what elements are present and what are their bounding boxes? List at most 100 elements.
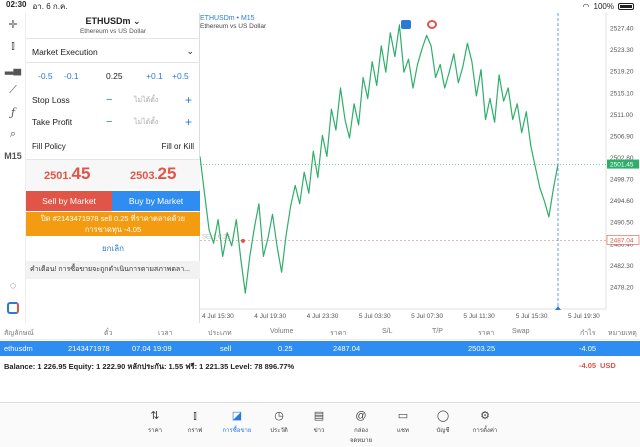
tab-trade[interactable]: ◪ การซื้อขาย — [220, 409, 254, 435]
symbol-header[interactable]: ETHUSDm ⌄ Ethereum vs US Dollar — [26, 13, 200, 39]
tab-history[interactable]: ◷ ประวัติ — [262, 409, 296, 435]
chevron-down-icon: ⌄ — [186, 46, 194, 56]
y-tick-label: 2523.30 — [610, 47, 634, 54]
chat-bubble-icon: ▭ — [397, 410, 409, 422]
stop-loss-input[interactable]: ไม่ได้ตั้ง — [134, 96, 159, 104]
col-sl[interactable]: S/L — [382, 328, 393, 335]
cancel-button[interactable]: ยกเลิก — [101, 244, 124, 253]
col-profit[interactable]: กำไร — [580, 330, 596, 337]
row-time: 07.04 19:09 — [132, 344, 172, 353]
volume-minus-05-button[interactable]: -0.5 — [38, 71, 53, 81]
tab-mailbox[interactable]: @ กล่องจดหมาย — [344, 409, 378, 445]
positions-table-header: สัญลักษณ์ ตั๋ว เวลา ประเภท Volume ราคา S… — [0, 324, 640, 340]
status-bar: 02:30 อา. 6 ก.ค. ◠ 100% — [0, 0, 640, 13]
tab-news[interactable]: ▤ ข่าว — [302, 409, 336, 435]
y-tick-label: 2490.50 — [610, 220, 634, 227]
bid-price-tag-text: 2501.45 — [610, 162, 634, 169]
mail-icon: @ — [355, 410, 367, 422]
wifi-icon: ◠ — [582, 2, 590, 11]
volume-plus-05-button[interactable]: +0.5 — [172, 71, 189, 81]
trendline-icon[interactable]: ⟋ — [9, 83, 17, 96]
tab-chat[interactable]: ▭ แชท — [386, 409, 420, 435]
price-series-line — [200, 24, 559, 294]
app-logo-icon[interactable] — [4, 299, 22, 317]
close-position-button[interactable]: ปิด #2143471978 sell 0.25 ที่ราคาตลาดด้ว… — [26, 212, 200, 236]
take-profit-plus-button[interactable]: + — [184, 115, 192, 129]
bid-price: 2501.45 — [44, 164, 91, 183]
sell-by-market-button[interactable]: Sell by Market — [26, 191, 112, 211]
stop-loss-row: Stop Loss − ไม่ได้ตั้ง + — [26, 91, 200, 109]
col-price[interactable]: ราคา — [330, 330, 347, 337]
close-position-line2: การขาดทุน -4.05 — [84, 225, 142, 234]
battery-icon — [618, 3, 634, 10]
tab-settings[interactable]: ⚙ การตั้งค่า — [468, 409, 502, 435]
buy-by-market-button[interactable]: Buy by Market — [112, 191, 200, 211]
row-profit: -4.05 — [579, 344, 597, 353]
volume-plus-01-button[interactable]: +0.1 — [146, 71, 163, 81]
chart-title: ETHUSDm • M15 — [200, 15, 255, 22]
x-tick-label: 5 Jul 11:30 — [463, 313, 495, 320]
stop-loss-minus-button[interactable]: − — [106, 94, 113, 106]
tab-chart[interactable]: ⫾ กราฟ — [178, 409, 212, 435]
history-icon: ◷ — [274, 410, 284, 422]
fill-policy-row[interactable]: Fill Policy Fill or Kill — [26, 137, 200, 155]
y-tick-label: 2519.20 — [610, 69, 634, 76]
col-current[interactable]: ราคา — [478, 330, 495, 337]
symbol-description: Ethereum vs US Dollar — [79, 28, 147, 35]
trade-icon: ◪ — [231, 410, 243, 422]
take-profit-row: Take Profit − ไม่ได้ตั้ง + — [26, 113, 200, 131]
function-icon[interactable]: ƒ — [10, 105, 16, 119]
col-volume[interactable]: Volume — [270, 328, 294, 335]
take-profit-input[interactable]: ไม่ได้ตั้ง — [134, 118, 159, 126]
chevron-down-icon: ⌄ — [132, 16, 141, 26]
time-cursor-marker — [555, 306, 561, 310]
take-profit-minus-button[interactable]: − — [106, 116, 113, 128]
x-tick-label: 5 Jul 07:30 — [411, 313, 443, 320]
price-chart[interactable]: 2527.40 2523.30 2519.20 2515.10 2511.00 2506.… — [200, 13, 640, 323]
indicator-badge-icon[interactable] — [427, 20, 437, 29]
account-icon: ◯ — [436, 410, 450, 422]
tab-account[interactable]: ◯ บัญชี — [426, 409, 460, 435]
x-tick-label: 5 Jul 19:30 — [568, 313, 600, 320]
col-comment[interactable]: หมายเหตุ — [608, 330, 637, 337]
col-ticket[interactable]: ตั๋ว — [104, 330, 113, 337]
bottom-tab-bar: ⇅ ราคา ⫾ กราฟ ◪ การซื้อขาย ◷ ประวัติ ▤ ข่าว @… — [0, 402, 640, 447]
symbol-name: ETHUSDm — [85, 16, 131, 26]
col-symbol[interactable]: สัญลักษณ์ — [4, 330, 34, 337]
timeframe-button[interactable]: M15 — [4, 151, 22, 161]
col-tp[interactable]: T/P — [432, 328, 443, 335]
fill-policy-label: Fill Policy — [32, 141, 66, 151]
currency-label: USD — [600, 361, 616, 370]
indicators-icon[interactable]: ▂▄ — [4, 62, 22, 75]
candles-icon[interactable]: ⫾ — [11, 39, 15, 52]
col-swap[interactable]: Swap — [512, 328, 530, 335]
quotes-icon: ⇅ — [150, 410, 160, 422]
status-time: 02:30 — [6, 0, 27, 9]
crosshair-icon[interactable]: ✛ — [8, 18, 18, 31]
x-tick-label: 4 Jul 15:30 — [202, 313, 234, 320]
col-time[interactable]: เวลา — [158, 330, 173, 337]
order-panel: ETHUSDm ⌄ Ethereum vs US Dollar Market E… — [26, 13, 200, 323]
tab-quotes[interactable]: ⇅ ราคา — [138, 409, 172, 435]
signal-badge-icon[interactable] — [401, 20, 411, 29]
y-tick-label: 2482.30 — [610, 263, 634, 270]
bid-price-tag — [607, 159, 639, 169]
sell-line-label: SELL 0.25 — [202, 234, 230, 240]
chat-icon[interactable]: ◌ — [9, 280, 17, 292]
total-profit: -4.05 — [579, 361, 597, 370]
table-row[interactable]: ethusdm 2143471978 07.04 19:09 sell 0.25… — [0, 341, 640, 356]
sell-price-tag-text: 2487.04 — [610, 237, 634, 244]
price-box: 2501.45 2503.25 — [26, 159, 200, 189]
col-type[interactable]: ประเภท — [208, 330, 232, 337]
chart-area[interactable]: 2527.40 2523.30 2519.20 2515.10 2511.00 2506.… — [200, 13, 640, 323]
y-tick-label: 2498.70 — [610, 177, 634, 184]
execution-mode-select[interactable]: Market Execution ⌄ — [26, 41, 200, 63]
ask-price: 2503.25 — [130, 164, 177, 183]
gear-icon: ⚙ — [480, 410, 490, 422]
stop-loss-plus-button[interactable]: + — [184, 93, 192, 107]
volume-value[interactable]: 0.25 — [106, 71, 123, 81]
x-tick-label: 5 Jul 15:30 — [516, 313, 548, 320]
objects-icon[interactable]: ⌕ — [9, 127, 17, 140]
volume-minus-01-button[interactable]: -0.1 — [64, 71, 79, 81]
warning-notice: คำเตือน! การซื้อขายจะถูกดำเนินการตามสภาพ… — [26, 261, 200, 279]
